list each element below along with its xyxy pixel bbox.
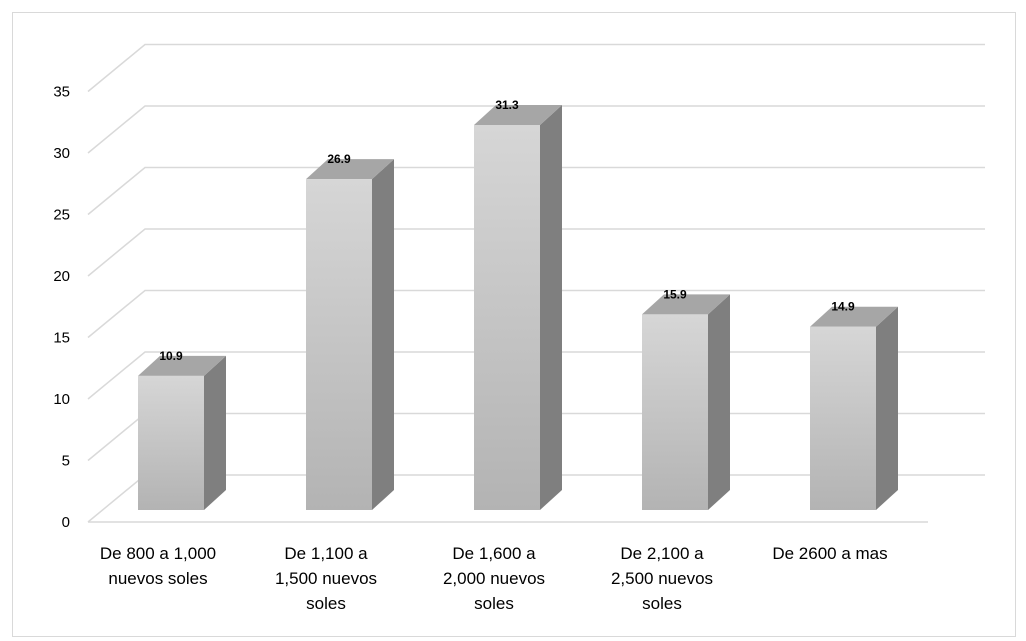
y-tick-label: 30 xyxy=(53,145,70,162)
x-tick-label: De 2,100 a 2,500 nuevos soles xyxy=(611,544,713,613)
data-label: 14.9 xyxy=(831,300,855,314)
bar-front xyxy=(474,125,540,510)
y-tick-label: 15 xyxy=(53,330,70,347)
bar-side xyxy=(372,159,394,510)
x-tick-label: De 2600 a mas xyxy=(772,544,887,563)
gridline xyxy=(88,45,985,92)
bar-front xyxy=(138,376,204,510)
y-axis: 0 5 10 15 20 25 30 35 xyxy=(53,84,70,532)
bar xyxy=(474,105,562,510)
data-label: 26.9 xyxy=(327,152,351,166)
bar-front xyxy=(642,314,708,510)
x-tick-label: De 800 a 1,000 nuevos soles xyxy=(100,544,216,588)
y-tick-label: 0 xyxy=(62,514,70,531)
y-tick-label: 35 xyxy=(53,84,70,101)
bar-side xyxy=(540,105,562,510)
bar xyxy=(138,356,226,510)
bar-front xyxy=(810,327,876,510)
data-label: 15.9 xyxy=(663,287,687,301)
bar-side xyxy=(876,307,898,510)
y-tick-label: 25 xyxy=(53,207,70,224)
x-tick-label: De 1,100 a 1,500 nuevos soles xyxy=(275,544,377,613)
bar-side xyxy=(708,294,730,510)
bar xyxy=(810,307,898,510)
y-tick-label: 5 xyxy=(62,453,70,470)
data-label: 10.9 xyxy=(159,349,183,363)
x-axis: De 800 a 1,000 nuevos soles De 1,100 a 1,50… xyxy=(88,522,928,613)
bars xyxy=(138,105,898,510)
y-tick-label: 20 xyxy=(53,268,70,285)
y-tick-label: 10 xyxy=(53,391,70,408)
bar-front xyxy=(306,179,372,510)
bar xyxy=(642,294,730,510)
bar-side xyxy=(204,356,226,510)
x-tick-label: De 1,600 a 2,000 nuevos soles xyxy=(443,544,545,613)
data-label: 31.3 xyxy=(495,98,519,112)
bar xyxy=(306,159,394,510)
